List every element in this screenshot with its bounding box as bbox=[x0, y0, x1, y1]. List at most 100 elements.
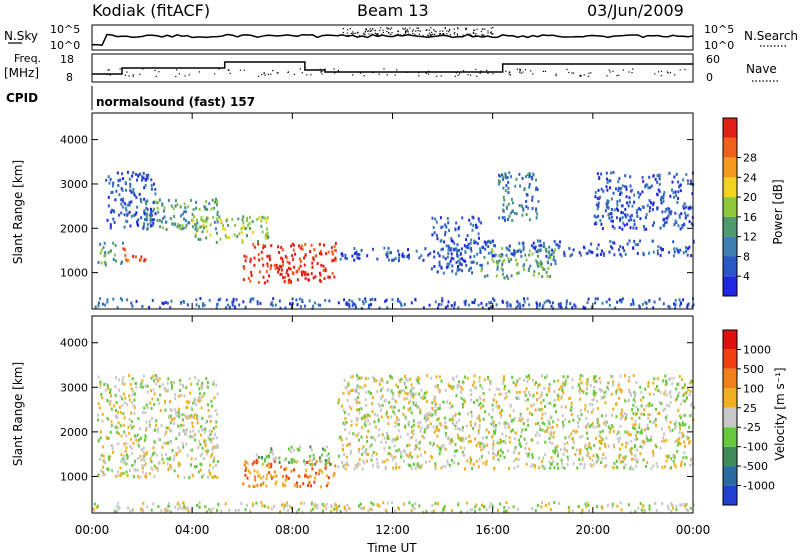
range-cell bbox=[663, 432, 666, 436]
range-cell bbox=[531, 413, 534, 416]
range-cell bbox=[548, 389, 551, 393]
range-cell bbox=[153, 440, 156, 444]
range-cell bbox=[513, 466, 516, 470]
nave-dot bbox=[580, 75, 582, 77]
range-cell bbox=[364, 424, 367, 428]
range-cell bbox=[209, 223, 212, 227]
range-cell bbox=[178, 432, 181, 435]
range-cell bbox=[451, 264, 454, 268]
range-cell bbox=[189, 435, 192, 439]
range-cell bbox=[253, 263, 256, 267]
range-cell bbox=[453, 461, 456, 465]
range-cell bbox=[487, 245, 490, 248]
nave-dot bbox=[520, 72, 522, 74]
range-cell bbox=[654, 420, 657, 424]
range-cell bbox=[125, 434, 128, 438]
range-cell bbox=[125, 446, 128, 450]
range-cell bbox=[380, 396, 382, 400]
range-cell bbox=[320, 252, 323, 256]
range-cell bbox=[150, 389, 152, 393]
range-cell bbox=[122, 177, 124, 181]
range-cell bbox=[312, 457, 315, 461]
range-cell bbox=[538, 425, 541, 429]
range-cell bbox=[576, 466, 579, 470]
range-cell bbox=[184, 226, 187, 229]
range-cell bbox=[543, 422, 546, 426]
range-cell bbox=[268, 274, 271, 278]
range-cell bbox=[503, 375, 505, 379]
range-cell bbox=[516, 508, 519, 511]
range-cell bbox=[318, 271, 321, 275]
range-cell bbox=[249, 471, 252, 475]
range-cell bbox=[116, 416, 119, 420]
range-cell bbox=[392, 258, 395, 262]
range-cell bbox=[497, 451, 499, 455]
range-cell bbox=[368, 414, 371, 418]
range-cell bbox=[679, 427, 681, 431]
range-cell bbox=[256, 217, 259, 221]
range-cell bbox=[455, 272, 458, 276]
range-cell bbox=[122, 412, 125, 416]
range-cell bbox=[208, 298, 211, 302]
range-cell bbox=[685, 508, 688, 512]
range-cell bbox=[273, 470, 276, 474]
range-cell bbox=[425, 426, 428, 430]
range-cell bbox=[496, 453, 499, 457]
range-cell bbox=[592, 425, 595, 429]
range-cell bbox=[200, 463, 203, 467]
range-cell bbox=[548, 421, 551, 425]
range-cell bbox=[311, 265, 314, 269]
range-cell bbox=[167, 388, 170, 392]
range-cell bbox=[448, 228, 450, 232]
range-cell bbox=[346, 302, 349, 306]
range-cell bbox=[117, 442, 120, 446]
range-cell bbox=[658, 175, 661, 179]
range-cell bbox=[185, 432, 188, 436]
range-cell bbox=[598, 176, 601, 180]
range-cell bbox=[604, 420, 607, 424]
range-cell bbox=[374, 298, 377, 302]
range-cell bbox=[157, 201, 160, 205]
range-cell bbox=[664, 407, 667, 411]
nave-dot bbox=[475, 68, 477, 70]
range-cell bbox=[678, 422, 681, 426]
range-cell bbox=[120, 198, 123, 202]
range-cell bbox=[618, 447, 621, 451]
range-cell bbox=[437, 417, 440, 421]
range-cell bbox=[535, 209, 538, 213]
range-cell bbox=[510, 274, 513, 278]
range-cell bbox=[542, 398, 545, 402]
nave-dot bbox=[301, 72, 303, 74]
range-cell bbox=[653, 300, 656, 304]
range-cell bbox=[104, 261, 107, 265]
range-cell bbox=[257, 474, 260, 478]
range-cell bbox=[599, 219, 602, 223]
range-cell bbox=[348, 507, 351, 510]
range-cell bbox=[100, 392, 103, 396]
range-cell bbox=[371, 454, 374, 458]
nave-dot bbox=[508, 71, 510, 73]
range-cell bbox=[424, 247, 427, 251]
range-cell bbox=[314, 301, 316, 305]
range-cell bbox=[684, 504, 687, 508]
range-cell bbox=[145, 218, 148, 222]
range-cell bbox=[179, 205, 182, 209]
range-cell bbox=[515, 457, 518, 461]
range-cell bbox=[420, 388, 423, 392]
nsearch-dot bbox=[403, 33, 405, 36]
range-cell bbox=[596, 421, 599, 425]
cpid-value: normalsound (fast) 157 bbox=[96, 95, 255, 109]
range-cell bbox=[183, 430, 186, 434]
range-cell bbox=[436, 426, 439, 430]
range-cell bbox=[470, 238, 473, 242]
range-cell bbox=[125, 453, 128, 457]
range-cell bbox=[414, 444, 417, 447]
range-cell bbox=[312, 453, 315, 457]
range-cell bbox=[412, 419, 415, 423]
range-cell bbox=[674, 299, 677, 302]
range-cell bbox=[580, 389, 583, 393]
range-cell bbox=[470, 260, 473, 264]
range-cell bbox=[552, 459, 555, 463]
range-cell bbox=[436, 502, 439, 506]
range-cell bbox=[584, 443, 587, 447]
